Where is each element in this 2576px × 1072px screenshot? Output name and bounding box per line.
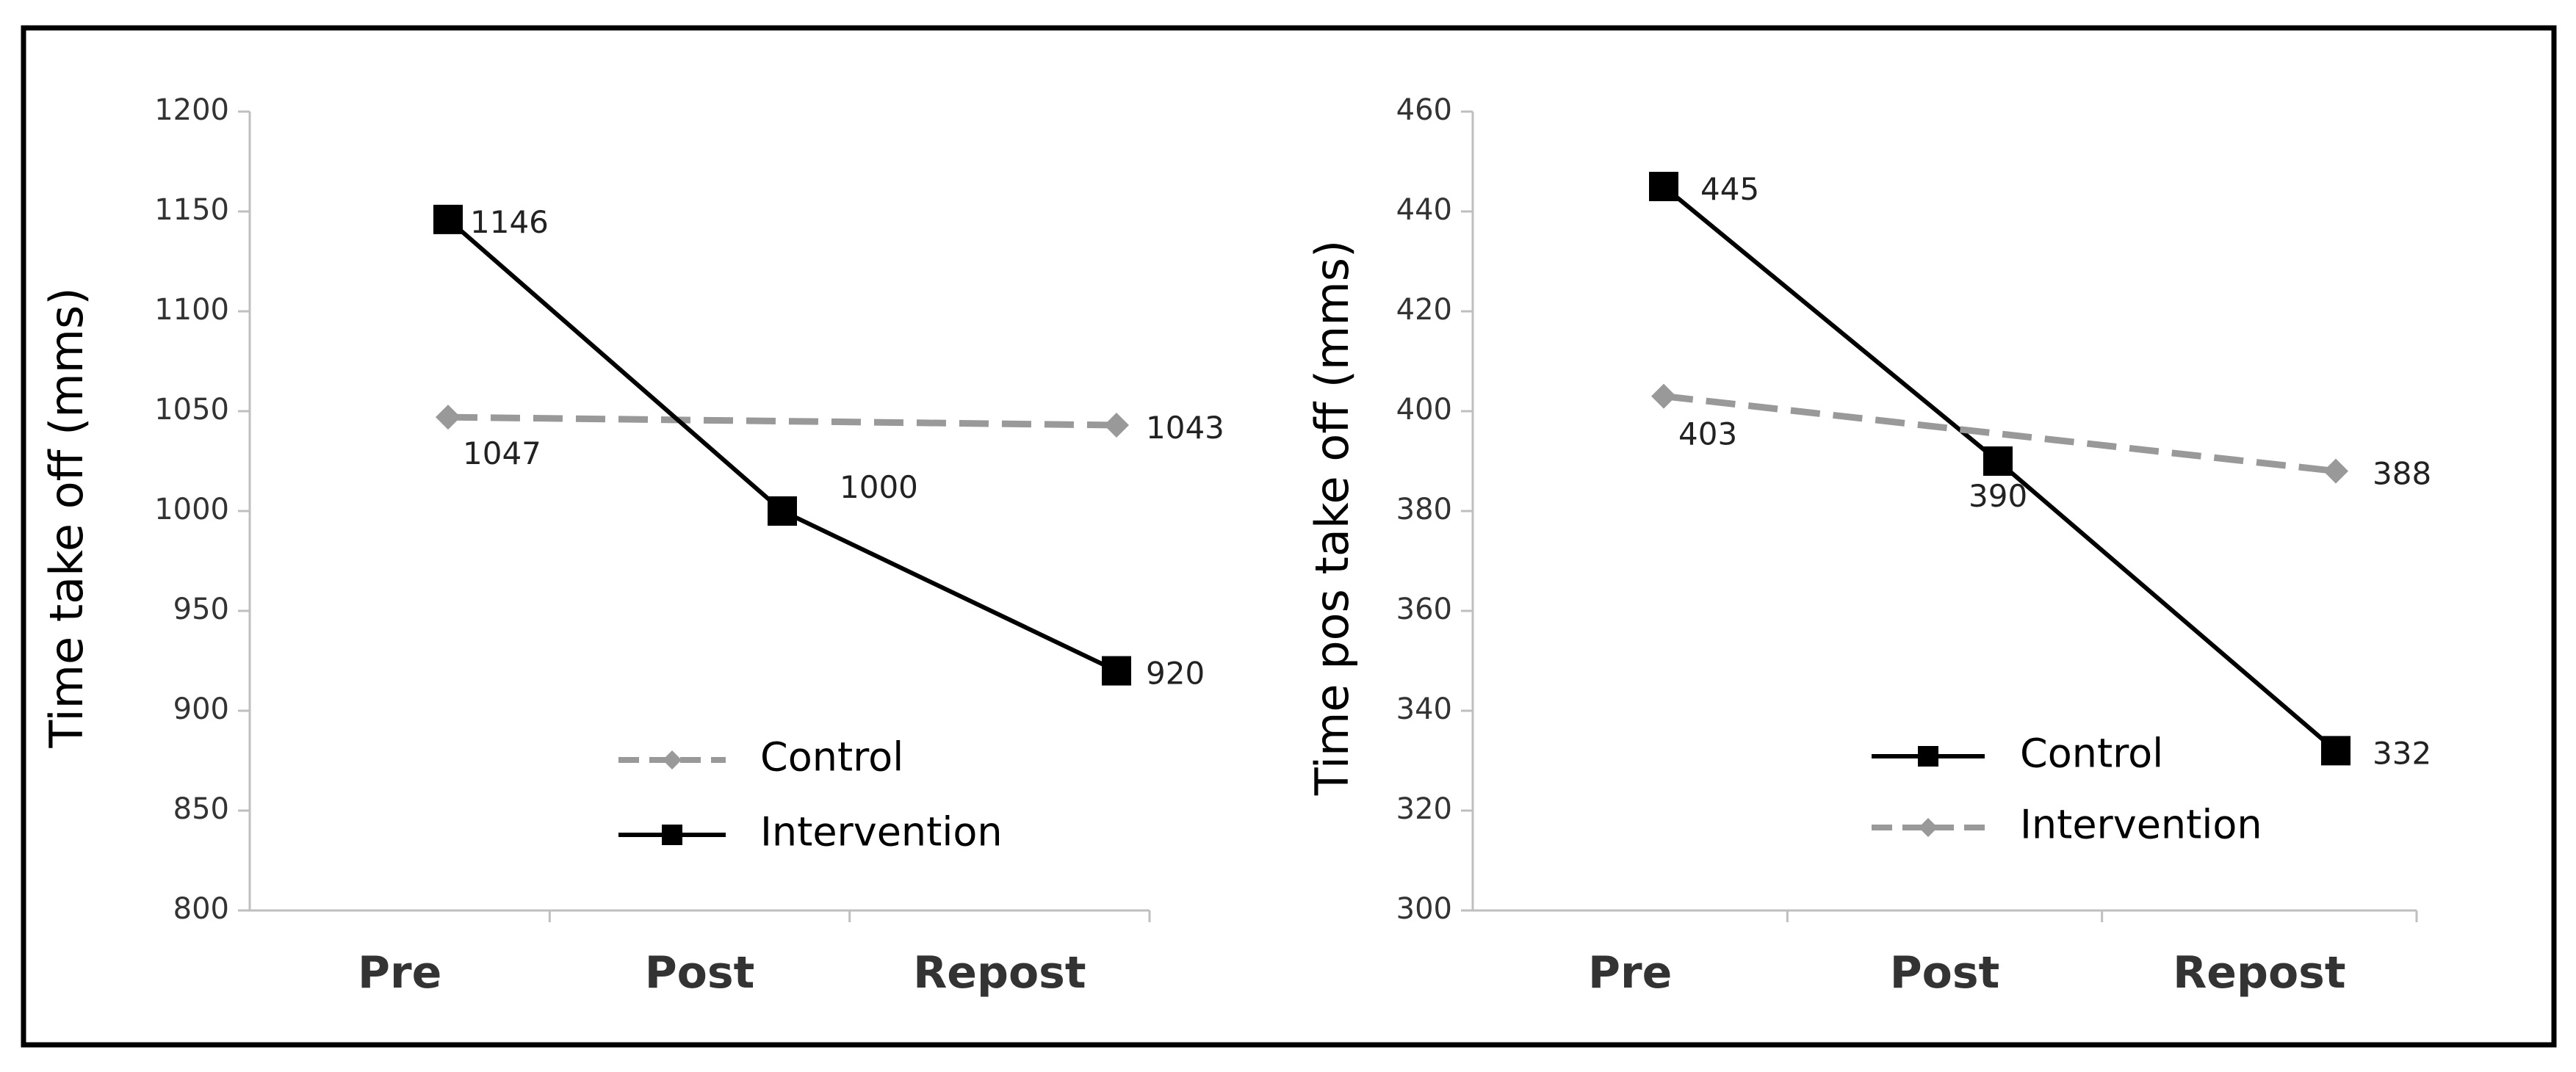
legend-item-control: Control — [618, 734, 903, 781]
legend-item-control: Control — [1872, 731, 2163, 777]
legend-label: Control — [2020, 731, 2163, 777]
axes: 300 320 340 360 380 400 420 440 460 Pre Post Repost — [1396, 93, 2418, 999]
legend: Control Intervention — [618, 734, 1003, 855]
data-label: 390 — [1969, 478, 2027, 514]
legend-swatch-marker — [1919, 818, 1938, 837]
data-point-marker — [1104, 413, 1129, 438]
data-point-marker — [1102, 656, 1131, 686]
series-line — [1663, 393, 2337, 475]
series-intervention: 403 388 — [1651, 383, 2431, 492]
data-label: 388 — [2373, 456, 2431, 492]
legend-swatch-marker — [1918, 746, 1938, 767]
y-axis-title: Time take off (mms) — [40, 287, 93, 748]
y-tick-label: 380 — [1396, 493, 1452, 526]
data-point-marker — [768, 496, 797, 526]
data-label: 445 — [1700, 171, 1759, 207]
y-tick-label: 1000 — [154, 493, 229, 526]
y-tick-label: 460 — [1396, 93, 1452, 127]
data-point-marker — [433, 204, 463, 234]
data-point-marker — [2323, 458, 2348, 484]
data-label: 1047 — [463, 435, 541, 471]
data-label: 1043 — [1146, 410, 1224, 446]
legend-swatch-marker — [663, 750, 682, 769]
figure-frame — [21, 25, 2557, 1048]
y-tick-label: 950 — [173, 593, 229, 626]
chart-time-pos-take-off: Time pos take off (mms) 300 320 340 360 380 4… — [1305, 93, 2431, 999]
y-tick-label: 440 — [1396, 193, 1452, 227]
data-point-marker — [1651, 383, 1676, 409]
legend-swatch-marker — [662, 825, 682, 845]
x-tick-label: Repost — [2173, 947, 2345, 999]
series-intervention: 1146 1000 920 — [433, 204, 1205, 692]
y-tick-label: 800 — [173, 892, 229, 926]
series-layer: 445 390 332 403 388 — [1649, 171, 2431, 771]
y-tick-label: 1100 — [154, 293, 229, 327]
data-point-marker — [1649, 172, 1678, 201]
y-tick-label: 400 — [1396, 393, 1452, 427]
legend-item-intervention: Intervention — [1872, 802, 2262, 848]
y-tick-label: 1200 — [154, 93, 229, 127]
legend-label: Control — [760, 734, 903, 781]
y-tick-label: 300 — [1396, 892, 1452, 926]
data-point-marker — [2321, 736, 2350, 766]
y-tick-label: 850 — [173, 792, 229, 826]
data-point-marker — [1983, 446, 2013, 476]
y-axis-title: Time pos take off (mms) — [1305, 240, 1359, 796]
axes: 800 850 900 950 1000 1050 1100 1150 1200 Pre Post R… — [154, 93, 1151, 999]
series-line — [447, 217, 1118, 673]
series-control: 1047 1043 — [436, 405, 1224, 471]
y-tick-label: 1150 — [154, 193, 229, 227]
series-control: 445 390 332 — [1649, 171, 2431, 771]
y-tick-label: 420 — [1396, 293, 1452, 327]
chart-time-take-off: Time take off (mms) 800 850 900 950 1000 1050… — [40, 93, 1224, 999]
legend-label: Intervention — [760, 809, 1003, 855]
x-tick-label: Repost — [913, 947, 1086, 999]
y-tick-label: 340 — [1396, 692, 1452, 726]
legend: Control Intervention — [1872, 731, 2262, 848]
data-label: 1000 — [840, 469, 918, 505]
y-tick-label: 320 — [1396, 792, 1452, 826]
y-tick-label: 360 — [1396, 593, 1452, 626]
data-label: 332 — [2373, 735, 2431, 771]
legend-item-intervention: Intervention — [618, 809, 1003, 855]
data-point-marker — [436, 405, 461, 430]
series-layer: 1047 1043 1146 1000 920 — [433, 204, 1224, 692]
x-tick-label: Pre — [358, 947, 441, 999]
x-tick-label: Post — [1890, 947, 2000, 999]
legend-label: Intervention — [2020, 802, 2262, 848]
y-tick-label: 1050 — [154, 393, 229, 427]
y-tick-label: 900 — [173, 692, 229, 726]
data-label: 403 — [1678, 416, 1737, 452]
x-tick-label: Pre — [1588, 947, 1672, 999]
data-label: 920 — [1146, 656, 1205, 692]
series-line — [447, 413, 1117, 429]
x-tick-label: Post — [645, 947, 755, 999]
data-label: 1146 — [470, 204, 549, 240]
